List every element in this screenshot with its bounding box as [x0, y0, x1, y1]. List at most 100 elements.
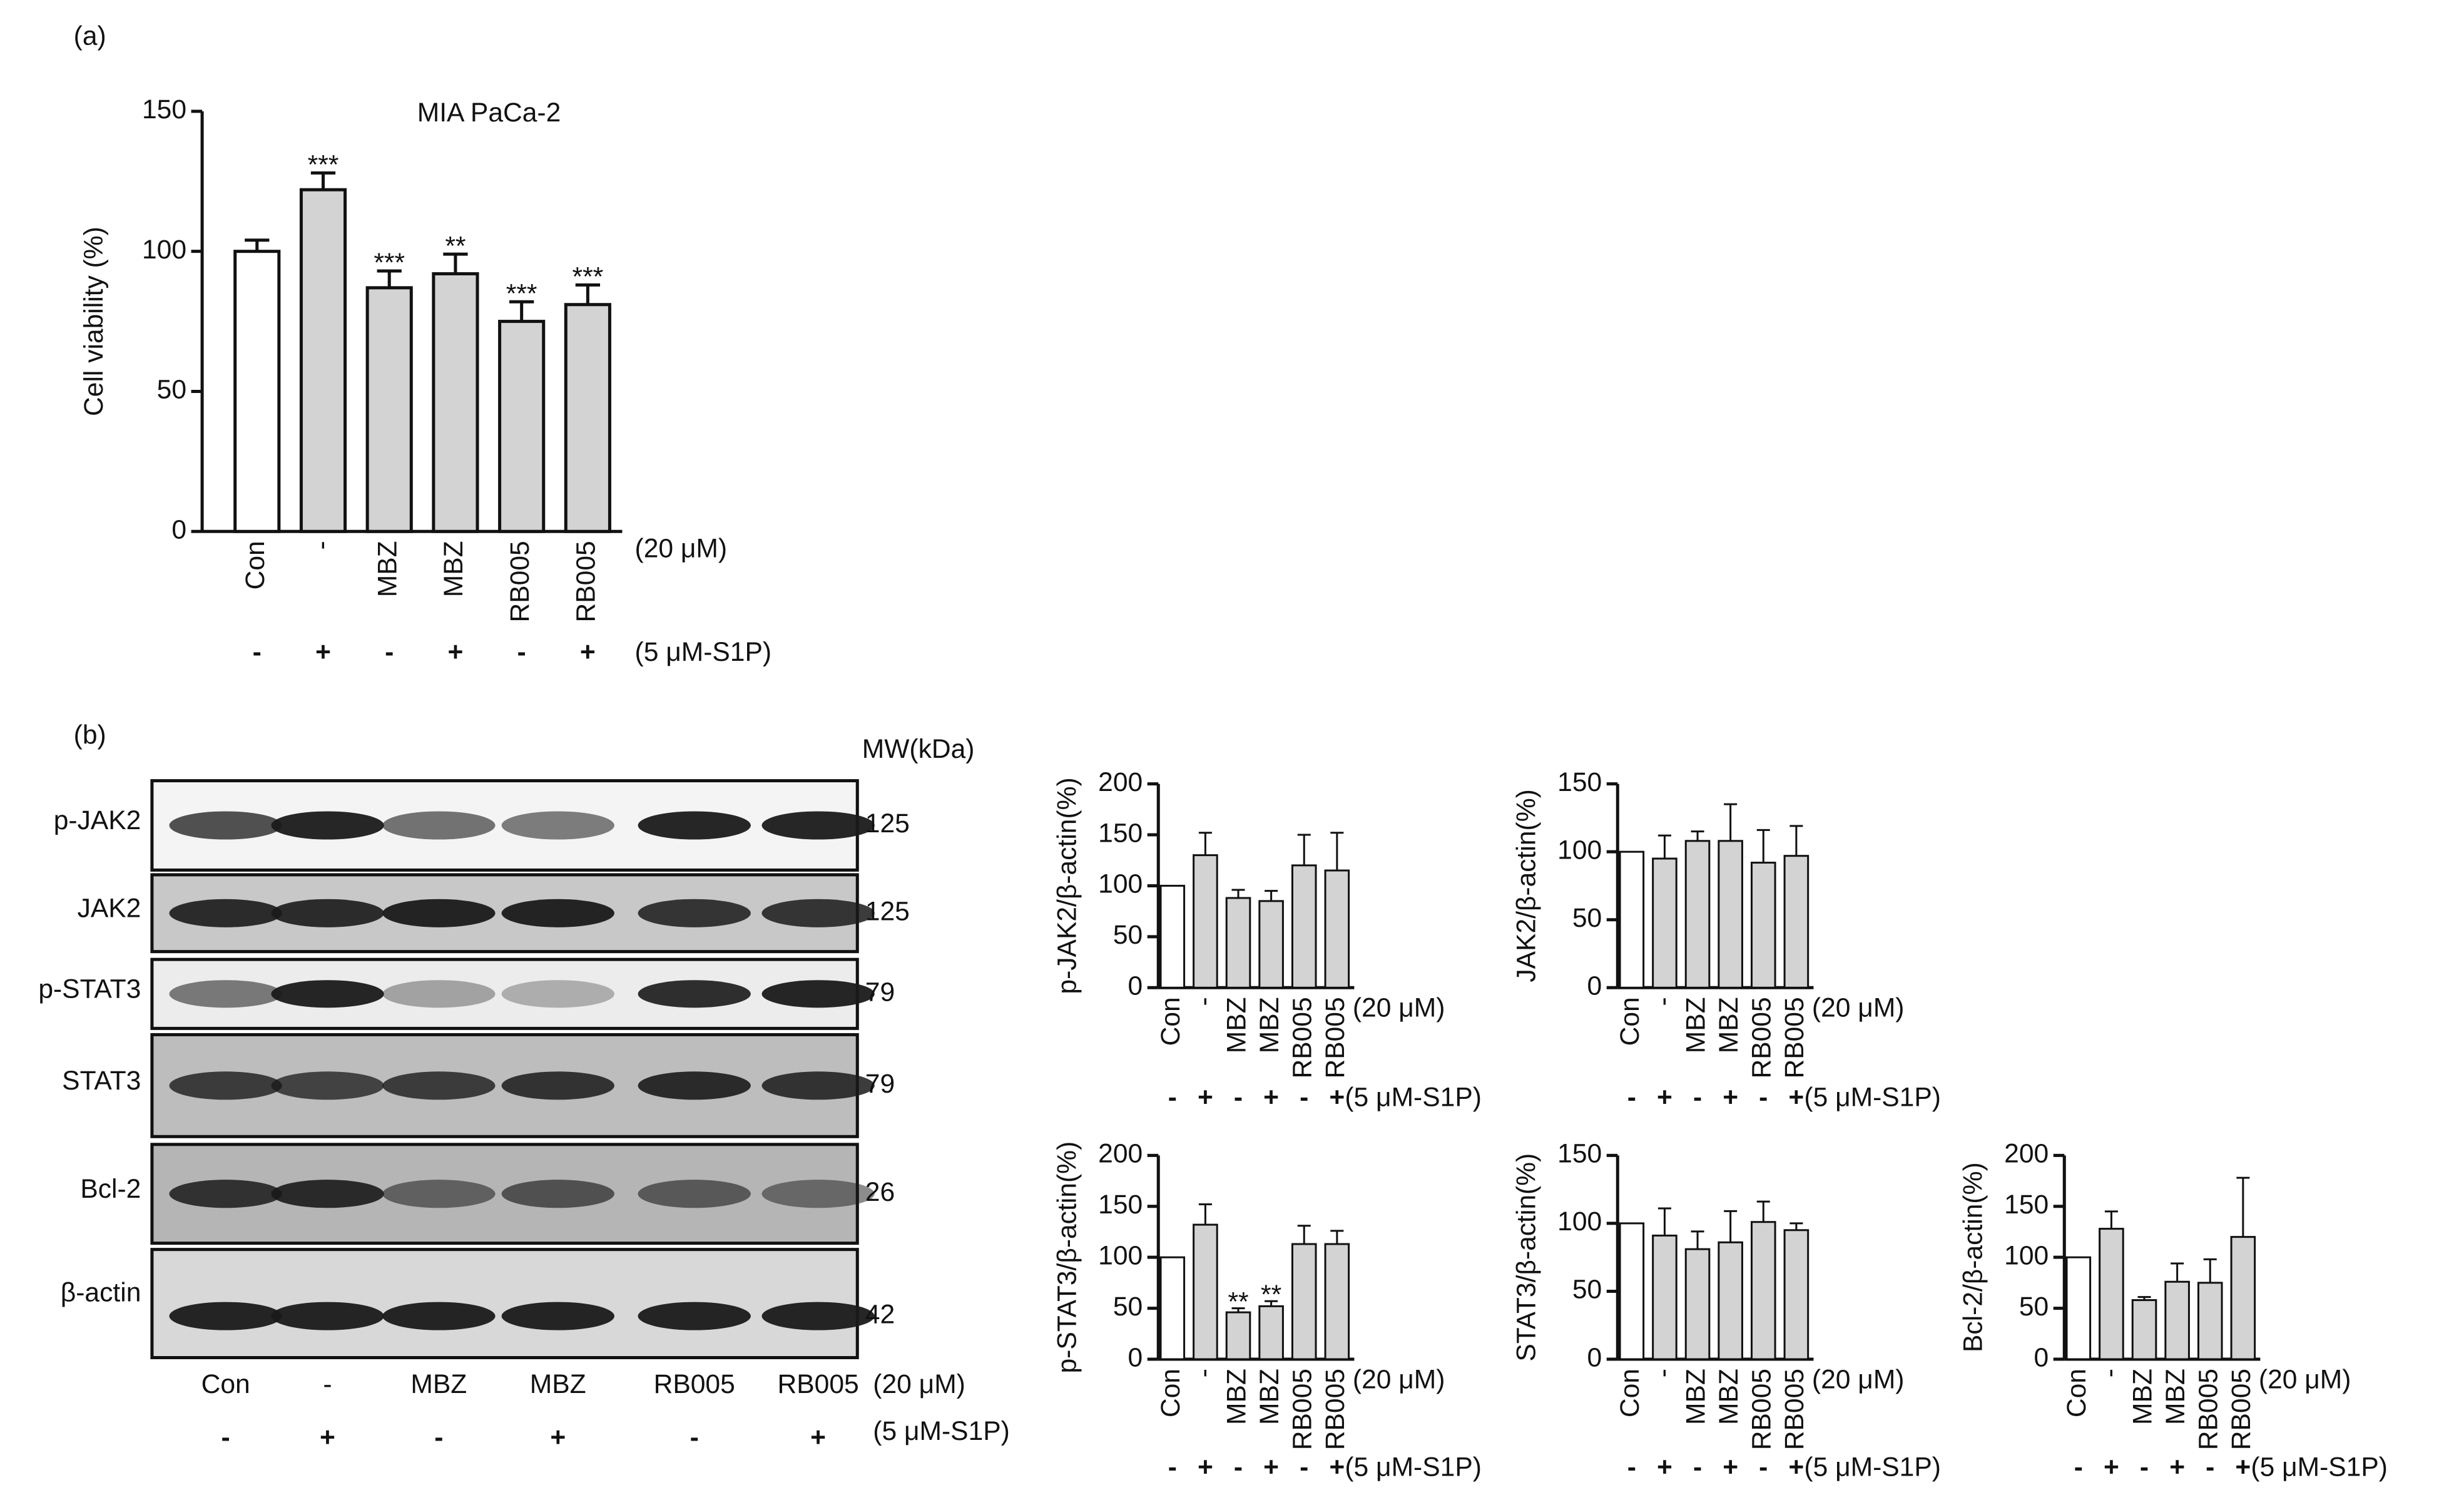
bar: [1324, 1243, 1350, 1360]
y-axis-label: p-STAT3/β-actin(%): [1052, 1141, 1082, 1374]
blot-band: [638, 899, 751, 927]
bar: [1258, 1305, 1284, 1360]
error-bar: [2137, 1296, 2151, 1300]
bar: [1750, 862, 1776, 989]
blot-mw: 125: [865, 897, 910, 927]
blot-row-label: STAT3: [62, 1066, 141, 1096]
s1p-note: (5 μM-S1P): [1345, 1082, 1482, 1112]
x-tick-label: Con: [1615, 997, 1645, 1046]
x-tick-label: RB005: [1747, 997, 1777, 1078]
x-tick-label: RB005: [1287, 1369, 1317, 1450]
s1p-label: +: [2235, 1452, 2251, 1482]
x-tick-label: MBZ: [2127, 1369, 2157, 1425]
s1p-label: +: [2169, 1452, 2185, 1482]
s1p-label: +: [580, 637, 596, 667]
error-bar: [1297, 834, 1311, 865]
y-tick-label: 0: [1587, 971, 1602, 1001]
x-tick-label: RB005: [1747, 1369, 1777, 1450]
blot-band: [638, 980, 751, 1008]
blot-band: [382, 1180, 496, 1208]
y-tick-label: 200: [2004, 1139, 2049, 1169]
error-bar: [1657, 834, 1671, 859]
blot-band: [271, 811, 384, 840]
blot-mw: 79: [865, 977, 895, 1008]
error-bar: [2171, 1262, 2184, 1282]
error-bar: [1231, 889, 1245, 898]
bar: [2230, 1236, 2256, 1360]
significance: ***: [374, 248, 405, 278]
y-tick-label: 50: [157, 375, 186, 405]
s1p-label: +: [1329, 1082, 1345, 1112]
blot-band: [382, 1302, 496, 1330]
bar: [2164, 1280, 2190, 1360]
bar: [564, 303, 611, 533]
blot-s1p-label: -: [434, 1422, 443, 1452]
s1p-label: +: [1788, 1452, 1804, 1482]
y-tick-label: 100: [1557, 835, 1602, 865]
s1p-label: -: [253, 637, 262, 667]
blot-band: [761, 1302, 875, 1330]
s1p-note: (5 μM-S1P): [1804, 1452, 1941, 1482]
blot-s1p-label: +: [550, 1422, 566, 1452]
x-tick-label: Con: [240, 541, 270, 589]
s1p-label: +: [1723, 1452, 1738, 1482]
s1p-note: (5 μM-S1P): [1804, 1082, 1941, 1112]
bar: [1619, 1222, 1645, 1360]
x-tick-label: MBZ: [439, 541, 469, 597]
blot-band: [761, 811, 875, 840]
s1p-label: -: [1234, 1452, 1243, 1482]
blot-band: [271, 1302, 384, 1330]
y-tick-label: 150: [2004, 1190, 2049, 1220]
blot-band: [501, 980, 614, 1008]
blot-row-label: β-actin: [61, 1277, 141, 1307]
blot-s1p-note: (5 μM-S1P): [873, 1416, 1010, 1446]
blot-band: [761, 1071, 875, 1100]
blot-lane-label: RB005: [654, 1369, 735, 1399]
x-tick-label: RB005: [1287, 997, 1317, 1078]
x-tick-label: MBZ: [1255, 1369, 1285, 1425]
blot-band: [271, 899, 384, 927]
x-tick-label: Con: [1156, 997, 1186, 1046]
x-tick-label: MBZ: [1681, 997, 1711, 1053]
x-tick-label: -: [1189, 1369, 1219, 1377]
error-bar: [1789, 1222, 1803, 1230]
bar: [1684, 1248, 1711, 1360]
blot-band: [382, 980, 496, 1008]
y-tick-label: 100: [2004, 1240, 2049, 1270]
significance: ***: [572, 262, 603, 292]
y-axis-label: Bcl-2/β-actin(%): [1958, 1162, 1988, 1352]
bar: [1225, 897, 1251, 989]
blot-row-label: Bcl-2: [80, 1174, 141, 1204]
s1p-label: -: [1693, 1082, 1702, 1112]
blot-mw: 42: [865, 1299, 895, 1329]
error-bar: [1724, 1210, 1738, 1243]
blot-band: [638, 1302, 751, 1330]
s1p-label: +: [1198, 1082, 1213, 1112]
bar: [2131, 1299, 2157, 1360]
bar: [1291, 1243, 1317, 1360]
y-tick-label: 150: [142, 94, 186, 125]
blot-s1p-label: +: [320, 1422, 335, 1452]
s1p-label: +: [1263, 1452, 1279, 1482]
error-bar: [1231, 1307, 1245, 1313]
bar: [1619, 850, 1645, 989]
x-tick-label: MBZ: [1255, 997, 1285, 1053]
s1p-label: -: [1300, 1082, 1308, 1112]
error-bar: [1330, 1230, 1344, 1245]
s1p-label: +: [1329, 1452, 1345, 1482]
blot-lane-label: -: [323, 1369, 332, 1399]
blot-lane-label: RB005: [778, 1369, 859, 1399]
blot-band: [382, 899, 496, 927]
s1p-label: +: [1657, 1452, 1672, 1482]
significance: **: [445, 231, 466, 261]
significance: **: [1228, 1287, 1248, 1317]
bar: [1159, 1256, 1186, 1360]
blot-band: [169, 1302, 282, 1330]
blot-row-label: p-JAK2: [54, 805, 141, 835]
x-tick-label: MBZ: [1714, 1369, 1744, 1425]
blot-band: [169, 1180, 282, 1208]
blot-band: [169, 980, 282, 1008]
significance: **: [1261, 1280, 1281, 1310]
x-tick-label: MBZ: [2161, 1369, 2191, 1425]
bar: [2065, 1256, 2092, 1360]
